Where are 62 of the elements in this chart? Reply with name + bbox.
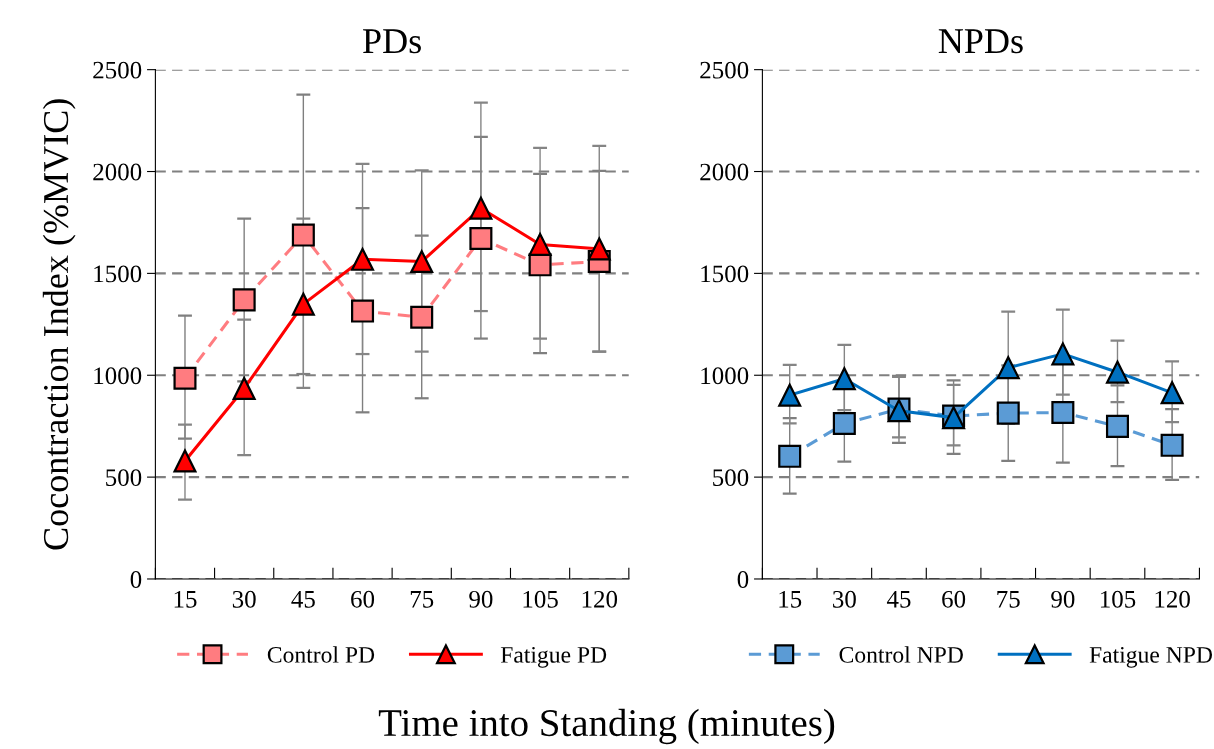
legend-label: Control PD	[267, 646, 375, 663]
x-tick-label: 60	[942, 590, 966, 608]
point	[232, 288, 256, 312]
y-tick-label: 2000	[700, 163, 749, 181]
y-tick-label: 1000	[701, 367, 749, 385]
y-tick-label: 1000	[94, 367, 142, 385]
point	[1105, 360, 1130, 384]
point	[351, 299, 375, 323]
x-tick-label: 75	[410, 591, 434, 608]
y-tick-label: 500	[713, 469, 749, 487]
y-axis-title: Cocontraction Index (%MVIC)	[42, 99, 76, 550]
y-tick-label: 1500	[701, 265, 749, 283]
point	[528, 232, 552, 256]
y-tick-label: 2500	[700, 61, 749, 79]
y-tick-label: 1500	[94, 265, 142, 283]
x-tick-label: 120	[582, 590, 618, 608]
point	[1105, 414, 1130, 438]
chart-title: NPDs	[938, 29, 1023, 54]
point	[173, 449, 197, 473]
y-tick-label: 0	[130, 571, 142, 588]
x-tick-label: 30	[232, 590, 256, 608]
x-tick-label: 30	[833, 590, 856, 608]
x-tick-label: 105	[1100, 590, 1136, 608]
point	[291, 292, 315, 316]
legend-label: Fatigue NPD	[1089, 646, 1213, 668]
point	[291, 223, 315, 247]
chart-title: PDs	[363, 29, 421, 54]
point	[832, 412, 856, 436]
legend-label: Fatigue PD	[500, 646, 607, 668]
point	[587, 237, 611, 261]
point	[173, 366, 197, 390]
x-axis-title: Time into Standing (minutes)	[378, 708, 835, 745]
point	[832, 367, 856, 391]
point	[232, 376, 256, 401]
point	[410, 250, 434, 274]
point	[778, 444, 802, 468]
point	[1051, 401, 1075, 425]
x-tick-label: 60	[351, 590, 375, 608]
point	[778, 383, 802, 407]
legend-label: Control NPD	[839, 646, 963, 663]
x-tick-label: 90	[1051, 590, 1075, 608]
x-tick-label: 45	[291, 590, 315, 608]
point	[1160, 433, 1184, 457]
x-tick-label: 45	[886, 590, 911, 608]
point	[1051, 342, 1075, 366]
x-tick-label: 90	[469, 590, 493, 608]
y-tick-label: 2500	[93, 61, 142, 79]
y-tick-label: 500	[106, 469, 142, 487]
point	[996, 401, 1020, 425]
x-tick-label: 75	[997, 591, 1020, 608]
point	[996, 356, 1020, 380]
x-tick-label: 15	[174, 590, 197, 608]
point	[469, 227, 493, 251]
x-tick-label: 105	[523, 590, 558, 608]
point	[469, 196, 493, 220]
y-tick-label: 0	[737, 571, 749, 588]
point	[1160, 381, 1184, 405]
point	[351, 247, 375, 271]
y-tick-label: 2000	[93, 163, 142, 181]
x-tick-label: 120	[1155, 590, 1190, 608]
x-tick-label: 15	[779, 590, 802, 608]
point	[410, 305, 434, 329]
